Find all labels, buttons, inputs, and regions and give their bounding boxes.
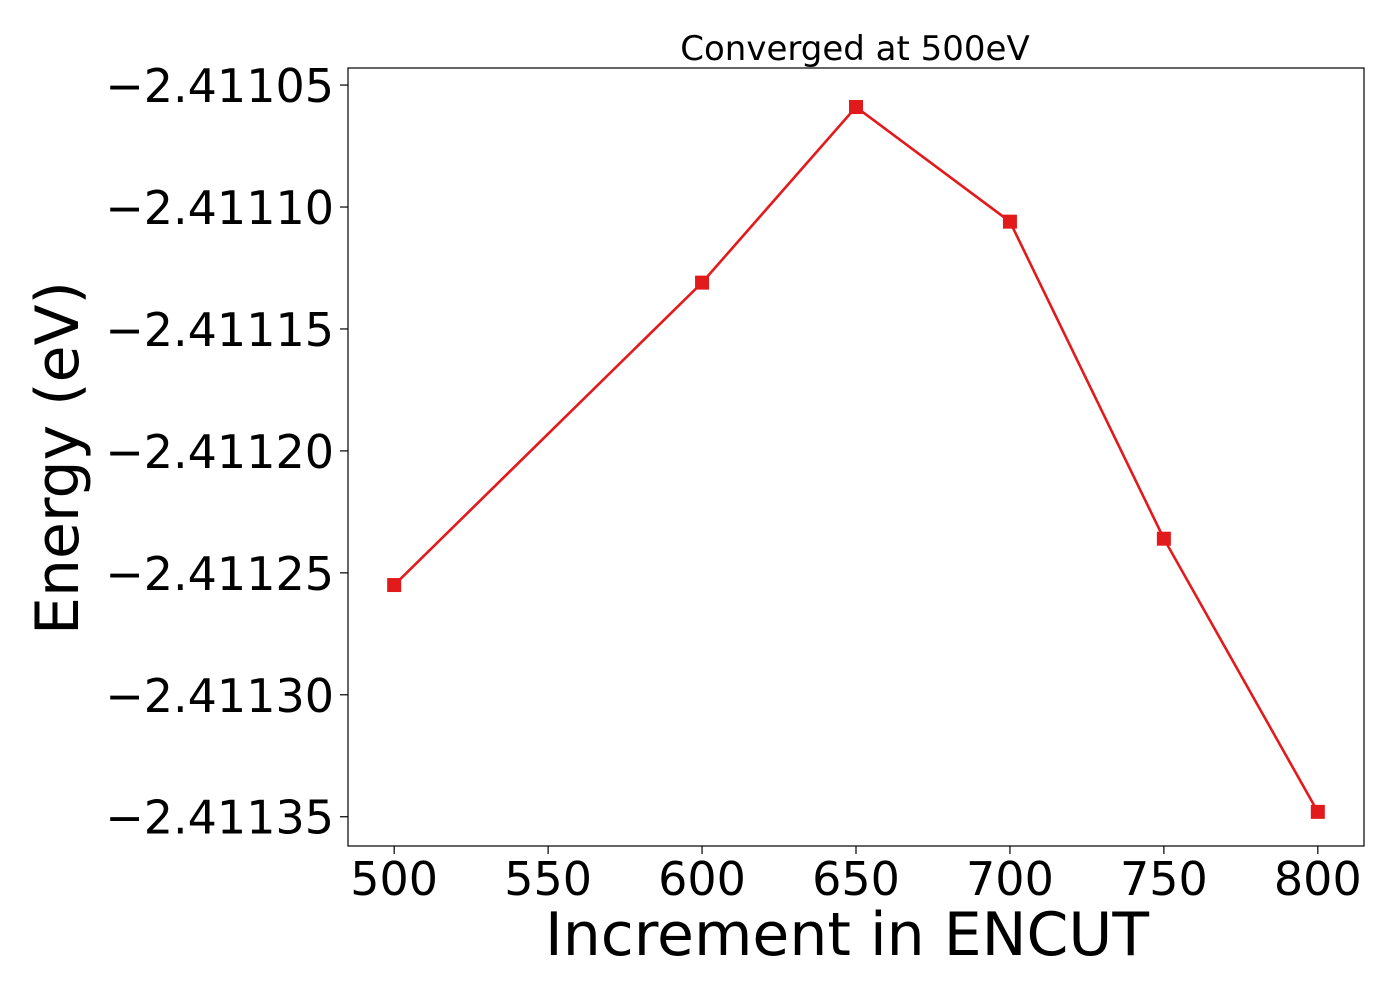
ticks: 500 550 600 650 700 750 800 −2.41105 −2.41110 −2.… [105,59,1361,906]
series-line [393,105,1319,813]
x-tick-label: 650 [812,852,900,906]
data-point-marker [387,578,402,593]
x-tick-label: 550 [504,852,592,906]
x-tick-label: 500 [350,852,438,906]
chart-title: Converged at 500eV [680,29,1029,69]
y-axis-label: Energy (eV) [23,281,93,635]
x-tick-label: 700 [966,852,1054,906]
data-point-marker [1002,214,1017,229]
y-tick-label: −2.41130 [105,669,334,723]
axes [347,67,1365,847]
data-point-marker [1310,804,1325,819]
data-point-marker [849,100,863,115]
x-tick-label: 600 [658,852,746,906]
y-tick-label: −2.41125 [105,547,334,601]
x-tick-label: 750 [1120,852,1208,906]
y-tick-label: −2.41115 [105,303,334,357]
series [387,100,1325,819]
x-tick-label: 800 [1274,852,1362,906]
data-point-marker [1156,531,1171,546]
y-tick-label: −2.41135 [105,791,334,845]
data-point-marker [695,275,710,290]
y-tick-label: −2.41120 [105,425,334,479]
y-tick-label: −2.41105 [105,59,334,113]
plot-frame [347,67,1365,847]
y-tick-label: −2.41110 [105,181,334,235]
x-axis-label: Increment in ENCUT [545,900,1149,970]
